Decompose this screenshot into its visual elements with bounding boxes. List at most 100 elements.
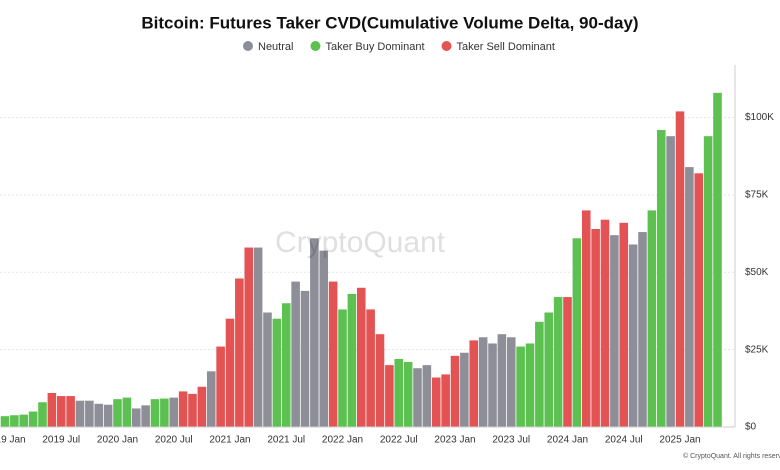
bar bbox=[263, 312, 272, 427]
copyright: © CryptoQuant. All rights reserv bbox=[683, 452, 780, 460]
bar bbox=[244, 247, 254, 427]
x-tick-label: 2019 Jan bbox=[0, 435, 26, 446]
bar bbox=[478, 337, 488, 427]
watermark: CryptoQuant bbox=[275, 226, 446, 259]
bar bbox=[10, 415, 19, 427]
bar bbox=[694, 173, 704, 427]
legend-marker bbox=[243, 41, 253, 51]
bar bbox=[394, 358, 404, 427]
legend-label: Taker Sell Dominant bbox=[457, 41, 555, 53]
bar bbox=[47, 392, 57, 427]
bar bbox=[169, 397, 179, 427]
x-tick-label: 2025 Jan bbox=[659, 435, 700, 446]
bar bbox=[553, 297, 563, 427]
bar bbox=[197, 386, 207, 427]
bar bbox=[160, 398, 169, 427]
bar bbox=[300, 290, 310, 427]
bar bbox=[66, 396, 75, 427]
bar bbox=[225, 318, 235, 427]
bar bbox=[516, 346, 525, 427]
bar bbox=[328, 281, 338, 427]
bar bbox=[178, 391, 188, 427]
bar bbox=[188, 393, 197, 427]
bar bbox=[638, 232, 647, 427]
bar bbox=[319, 250, 329, 427]
x-tick-label: 2022 Jul bbox=[380, 435, 418, 446]
bar bbox=[113, 399, 122, 427]
x-tick-label: 2020 Jul bbox=[155, 435, 193, 446]
bar bbox=[535, 321, 544, 427]
y-tick-label: $25K bbox=[745, 344, 769, 355]
legend-marker bbox=[310, 41, 321, 51]
bar bbox=[619, 222, 629, 427]
bar bbox=[469, 340, 479, 427]
x-tick-label: 2019 Jul bbox=[42, 435, 80, 446]
bar bbox=[19, 414, 29, 427]
bar bbox=[253, 247, 263, 427]
bar bbox=[647, 210, 657, 427]
bar bbox=[488, 343, 497, 427]
x-tick-label: 2024 Jan bbox=[547, 435, 588, 446]
bar bbox=[628, 244, 638, 427]
bar bbox=[291, 281, 300, 427]
chart-title: Bitcoin: Futures Taker CVD(Cumulative Vo… bbox=[141, 13, 638, 32]
bar bbox=[356, 287, 366, 427]
bar bbox=[103, 404, 113, 427]
x-tick-label: 2023 Jul bbox=[492, 435, 530, 446]
bar bbox=[675, 111, 685, 428]
bar bbox=[216, 346, 225, 427]
x-tick-label: 2021 Jul bbox=[267, 435, 305, 446]
bar bbox=[610, 235, 619, 427]
bar bbox=[75, 400, 85, 427]
bar bbox=[28, 411, 38, 427]
legend: Neutral Taker Buy Dominant Taker Sell Domi… bbox=[243, 41, 555, 53]
legend-label: Taker Buy Dominant bbox=[325, 41, 424, 53]
bar bbox=[656, 129, 666, 427]
bar bbox=[122, 397, 132, 427]
bar bbox=[525, 343, 535, 427]
bar bbox=[281, 303, 291, 427]
bar bbox=[431, 377, 441, 427]
x-tick-label: 2023 Jan bbox=[434, 435, 475, 446]
bar bbox=[94, 403, 104, 427]
x-tick-label: 2021 Jan bbox=[209, 435, 250, 446]
bar bbox=[385, 365, 394, 427]
bar bbox=[506, 337, 516, 427]
legend-marker bbox=[441, 41, 452, 51]
bar bbox=[685, 167, 694, 427]
bar bbox=[272, 318, 282, 427]
bar bbox=[422, 365, 432, 427]
x-tick-label: 2024 Jul bbox=[605, 435, 643, 446]
bar bbox=[572, 238, 582, 427]
bar bbox=[235, 278, 244, 427]
y-tick-label: $100K bbox=[745, 112, 774, 123]
bar bbox=[413, 368, 422, 427]
bar bbox=[450, 355, 460, 427]
bar bbox=[703, 136, 713, 427]
bar bbox=[338, 309, 347, 427]
bar bbox=[460, 352, 469, 427]
bar bbox=[0, 416, 10, 427]
bar bbox=[206, 371, 216, 427]
bar bbox=[497, 334, 507, 427]
bar bbox=[38, 402, 47, 427]
bar bbox=[441, 374, 450, 427]
bar bbox=[150, 399, 160, 427]
x-tick-label: 2022 Jan bbox=[322, 435, 363, 446]
bar bbox=[310, 238, 319, 427]
bar bbox=[581, 210, 591, 427]
legend-label: Neutral bbox=[258, 41, 293, 53]
bar bbox=[131, 408, 141, 427]
bar bbox=[141, 405, 150, 427]
bar bbox=[375, 334, 385, 427]
bar bbox=[347, 293, 357, 427]
bar bbox=[56, 396, 66, 427]
bar bbox=[713, 92, 722, 427]
y-tick-label: $75K bbox=[745, 190, 769, 201]
y-tick-label: $0 bbox=[745, 422, 757, 433]
bar bbox=[403, 362, 413, 427]
bar bbox=[366, 309, 375, 427]
y-tick-label: $50K bbox=[745, 267, 769, 278]
